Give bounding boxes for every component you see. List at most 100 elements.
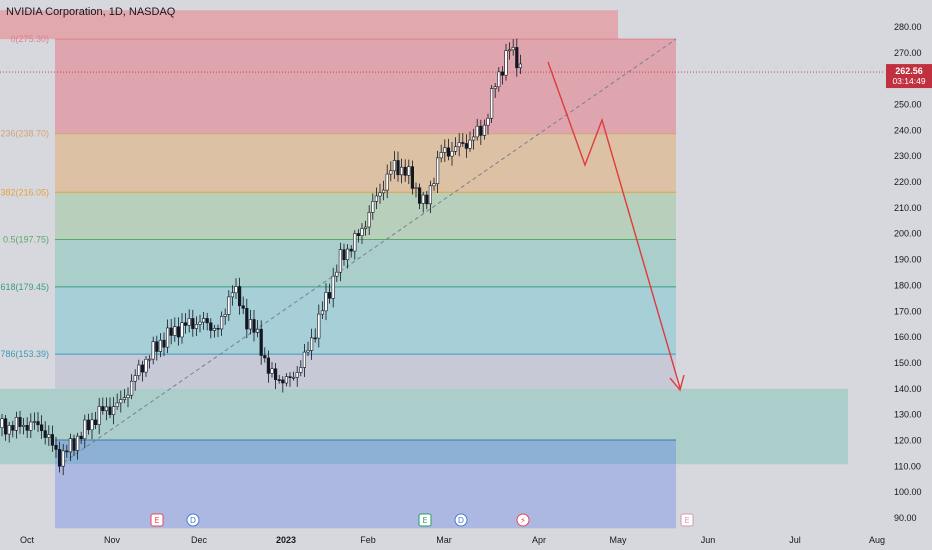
candle-body	[54, 444, 58, 450]
candle-body	[39, 424, 44, 431]
candle-body	[475, 125, 479, 138]
candle-body	[457, 142, 461, 148]
candle-body	[302, 351, 307, 368]
candle-body	[479, 125, 483, 136]
time-axis-bg	[0, 529, 932, 550]
candle-body	[349, 248, 353, 252]
x-tick-label: Mar	[436, 535, 452, 545]
candle-body	[284, 376, 289, 384]
candle-body	[57, 449, 62, 467]
candle-body	[263, 355, 267, 359]
candle-body	[439, 152, 443, 159]
event-marker-label: D	[458, 516, 464, 525]
event-marker-label: D	[190, 516, 196, 525]
candle-body	[11, 425, 15, 431]
y-tick-label: 220.00	[894, 177, 922, 187]
candle-body	[374, 195, 379, 202]
candle-body	[126, 394, 130, 398]
candle-body	[277, 379, 281, 381]
candle-body	[97, 406, 101, 425]
candle-body	[299, 367, 303, 373]
candle-body	[356, 233, 361, 236]
candle-body	[320, 310, 325, 315]
candle-body	[295, 372, 299, 378]
candle-body	[385, 173, 389, 191]
candle-body	[173, 326, 177, 336]
candle-body	[0, 418, 4, 428]
candle-body	[187, 318, 191, 326]
candle-body	[21, 425, 26, 427]
candle-body	[76, 435, 80, 451]
candle-body	[471, 136, 476, 141]
x-tick-label: Feb	[360, 535, 376, 545]
candle-body	[306, 350, 310, 353]
time-axis[interactable]: Oct Nov Dec 2023 Feb Mar Apr May Jun Jul Aug	[0, 529, 932, 550]
candle-body	[507, 49, 512, 52]
candle-body	[230, 292, 235, 298]
projection-arrowhead	[669, 374, 685, 392]
candle-body	[43, 430, 47, 438]
event-marker-shape	[680, 513, 694, 527]
last-price-value: 262.56	[895, 66, 923, 76]
candle-body	[417, 187, 422, 204]
price-tag-box	[886, 64, 932, 89]
chart-title: NVIDIA Corporation, 1D, NASDAQ	[6, 6, 176, 18]
fib-zone	[55, 239, 676, 287]
candle-body	[381, 189, 386, 194]
candle-body	[288, 376, 292, 378]
candle-body	[338, 249, 343, 273]
candle-body	[115, 402, 119, 407]
fib-label: 0.382(216.05)	[0, 187, 49, 197]
candle-body	[331, 275, 335, 299]
event-marker-label: E	[154, 516, 159, 525]
candle-body	[461, 142, 465, 144]
candle-body	[108, 406, 112, 415]
candle-body	[317, 313, 321, 339]
candle-body	[184, 322, 188, 326]
projection-arrow	[547, 61, 685, 392]
y-tick-label: 170.00	[894, 306, 922, 316]
fib-label: 0.618(179.45)	[0, 282, 49, 292]
candle-body	[137, 364, 141, 376]
candle-body	[281, 379, 285, 384]
candle-body	[486, 117, 490, 126]
candle-body	[101, 406, 105, 412]
candle-body	[266, 357, 271, 374]
candle-body	[291, 376, 296, 379]
candle-body	[342, 249, 346, 261]
candle-body	[399, 166, 404, 176]
candle-body	[392, 160, 397, 172]
candle-body	[353, 233, 357, 252]
event-marker-shape	[418, 513, 432, 527]
candle-body	[414, 187, 418, 190]
price-axis[interactable]: 90.00 100.00 110.00 120.00 130.00 140.00 150.0…	[884, 0, 932, 550]
candle-body	[241, 305, 245, 309]
candle-body	[443, 147, 447, 153]
candle-body	[252, 319, 256, 333]
candle-body	[130, 380, 134, 396]
fib-zone	[55, 133, 676, 193]
event-marker-label: E	[422, 516, 427, 525]
candle-body	[112, 406, 116, 415]
candle-body	[133, 375, 137, 382]
y-tick-label: 210.00	[894, 203, 922, 213]
candle-body	[335, 271, 339, 277]
candle-body	[166, 327, 170, 348]
projection-path	[547, 61, 681, 389]
candle-body	[464, 143, 469, 149]
y-tick-label: 250.00	[894, 100, 922, 110]
candle-body	[515, 47, 519, 69]
candle-body	[14, 417, 18, 431]
candle-body	[421, 194, 425, 204]
candle-body	[497, 71, 501, 88]
candle-body	[223, 314, 227, 317]
candle-body	[176, 326, 181, 338]
candle-body	[220, 316, 224, 330]
y-tick-label: 110.00	[894, 461, 921, 471]
candle-body	[425, 194, 429, 205]
candle-body	[403, 166, 407, 176]
candle-body	[90, 419, 94, 431]
candle-body	[47, 434, 51, 438]
x-tick-label: 2023	[276, 535, 296, 545]
